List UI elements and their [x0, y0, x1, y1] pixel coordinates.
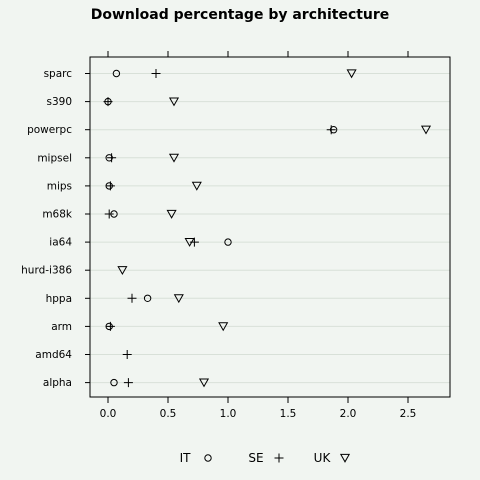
- x-tick-label-4: 2.0: [340, 408, 357, 420]
- legend: IT SE UK: [180, 451, 351, 465]
- legend-label-se: SE: [248, 451, 263, 465]
- y-label-hurd-i386: hurd-i386: [21, 265, 72, 277]
- legend-label-it: IT: [180, 451, 192, 465]
- y-label-ia64: ia64: [49, 237, 72, 249]
- point-it-hppa: [143, 294, 152, 302]
- legend-marker-uk: [339, 453, 351, 463]
- point-uk-s390: [168, 97, 180, 107]
- x-axis-tick-labels: 0.0 0.5 1.0 1.5 2.0 2.5: [100, 408, 417, 420]
- chart-title: Download percentage by architecture: [91, 7, 390, 23]
- y-label-powerpc: powerpc: [27, 124, 72, 136]
- x-tick-label-1: 0.5: [160, 408, 177, 420]
- data-points: [103, 69, 432, 388]
- point-uk-m68k: [166, 209, 177, 219]
- point-uk-hurd-i386: [117, 266, 128, 276]
- y-label-m68k: m68k: [42, 209, 73, 221]
- x-tick-label-2: 1.0: [220, 408, 237, 420]
- y-label-amd64: amd64: [35, 349, 72, 361]
- point-se-hppa: [127, 293, 137, 303]
- y-label-mips: mips: [47, 180, 72, 192]
- y-label-sparc: sparc: [44, 68, 73, 80]
- y-label-mipsel: mipsel: [37, 152, 72, 164]
- legend-marker-it: [204, 454, 212, 462]
- plot-frame: [89, 56, 451, 398]
- legend-marker-se: [274, 453, 284, 463]
- point-uk-hppa: [173, 294, 184, 304]
- point-uk-alpha: [198, 378, 210, 388]
- point-se-mipsel: [107, 153, 117, 163]
- legend-label-uk: UK: [314, 451, 332, 465]
- x-tick-label-3: 1.5: [280, 408, 297, 420]
- point-uk-mipsel: [168, 153, 180, 163]
- point-uk-arm: [218, 322, 229, 332]
- point-it-sparc: [112, 69, 121, 78]
- y-label-arm: arm: [51, 321, 72, 333]
- y-label-hppa: hppa: [46, 293, 72, 305]
- point-se-amd64: [122, 350, 132, 359]
- point-se-m68k: [104, 209, 114, 219]
- x-tick-label-5: 2.5: [400, 408, 417, 420]
- axis-ticks: [85, 51, 409, 403]
- point-se-mips: [105, 181, 115, 191]
- point-uk-ia64: [184, 238, 195, 247]
- point-uk-powerpc: [420, 125, 432, 135]
- point-it-ia64: [224, 238, 232, 246]
- point-se-alpha: [123, 378, 133, 388]
- y-label-alpha: alpha: [43, 377, 72, 389]
- point-se-s390: [103, 97, 113, 107]
- point-uk-mips: [191, 181, 202, 191]
- point-it-alpha: [110, 378, 118, 387]
- x-tick-label-0: 0.0: [100, 408, 117, 420]
- point-se-arm: [105, 321, 115, 331]
- y-axis-category-labels: sparc s390 powerpc mipsel mips m68k ia64 hurd-i…: [21, 68, 73, 389]
- point-uk-sparc: [346, 69, 357, 79]
- gridlines: [90, 73, 450, 384]
- y-label-s390: s390: [46, 96, 72, 108]
- point-se-powerpc: [326, 125, 336, 135]
- point-se-sparc: [151, 69, 161, 78]
